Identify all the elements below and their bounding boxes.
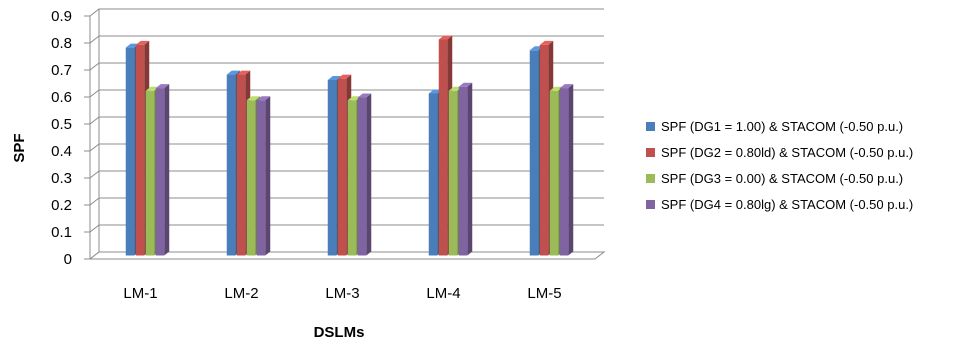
- y-tick-label: 0.7: [51, 62, 72, 79]
- legend-item: SPF (DG4 = 0.80lg) & STACOM (-0.50 p.u.): [646, 197, 913, 212]
- chart-floor: [88, 251, 606, 260]
- legend-label: SPF (DG3 = 0.00) & STACOM (-0.50 p.u.): [661, 171, 903, 186]
- x-tick-label: LM-5: [527, 285, 561, 302]
- bar: [155, 84, 170, 256]
- bar: [559, 84, 574, 256]
- y-tick-label: 0.9: [51, 8, 72, 25]
- legend-swatch: [646, 148, 655, 157]
- legend-item: SPF (DG3 = 0.00) & STACOM (-0.50 p.u.): [646, 171, 903, 186]
- legend-swatch: [646, 200, 655, 209]
- legend-label: SPF (DG1 = 1.00) & STACOM (-0.50 p.u.): [661, 119, 903, 134]
- gridline: [89, 8, 604, 17]
- bar: [256, 96, 271, 256]
- y-tick-label: 0.8: [51, 35, 72, 52]
- y-tick-label: 0: [64, 251, 72, 268]
- x-tick-label: LM-2: [224, 285, 258, 302]
- legend: SPF (DG1 = 1.00) & STACOM (-0.50 p.u.) SP…: [646, 119, 913, 212]
- y-tick-label: 0.5: [51, 116, 72, 133]
- x-tick-label: LM-3: [325, 285, 359, 302]
- y-tick-label: 0.2: [51, 197, 72, 214]
- y-tick-label: 0.6: [51, 89, 72, 106]
- y-tick-label: 0.1: [51, 224, 72, 241]
- x-axis: LM-1 LM-2 LM-3 LM-4 LM-5: [88, 251, 606, 302]
- legend-item: SPF (DG1 = 1.00) & STACOM (-0.50 p.u.): [646, 119, 903, 134]
- legend-label: SPF (DG4 = 0.80lg) & STACOM (-0.50 p.u.): [661, 197, 913, 212]
- legend-item: SPF (DG2 = 0.80ld) & STACOM (-0.50 p.u.): [646, 145, 913, 160]
- x-tick-label: LM-4: [426, 285, 460, 302]
- bar-series: [125, 35, 574, 256]
- x-axis-title: DSLMs: [314, 324, 365, 341]
- legend-swatch: [646, 174, 655, 183]
- y-tick-label: 0.4: [51, 143, 72, 160]
- legend-label: SPF (DG2 = 0.80ld) & STACOM (-0.50 p.u.): [661, 145, 913, 160]
- bar: [458, 82, 473, 256]
- gridline: [89, 62, 604, 71]
- gridline: [89, 35, 604, 44]
- y-tick-label: 0.3: [51, 170, 72, 187]
- bar: [357, 93, 372, 256]
- legend-swatch: [646, 122, 655, 131]
- y-axis-title: SPF: [11, 133, 28, 162]
- x-tick-label: LM-1: [123, 285, 157, 302]
- y-axis: 0 0.1 0.2 0.3 0.4 0.5 0.6 0.7 0.8 0.9: [51, 8, 100, 268]
